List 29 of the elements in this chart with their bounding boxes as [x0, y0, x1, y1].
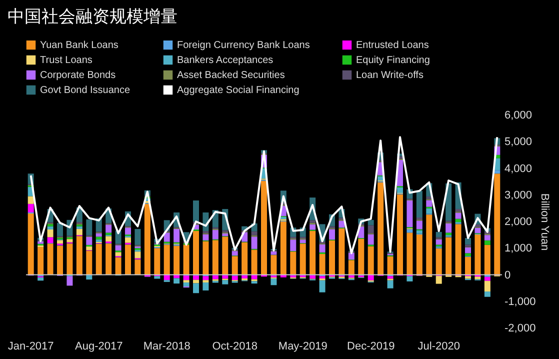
x-tick-label: Oct-2018: [212, 340, 258, 352]
x-tick-label: Jul-2020: [418, 340, 460, 352]
y-tick-label: 0: [504, 269, 511, 282]
y-tick-label: -1,000: [504, 296, 536, 308]
legend-label: Loan Write-offs: [356, 70, 424, 81]
x-tick-label: Mar-2018: [143, 340, 190, 352]
legend-label: Trust Loans: [40, 55, 92, 66]
legend-label: Aggregate Social Financing: [177, 85, 300, 96]
y-tick-label: -2,000: [504, 322, 536, 334]
x-tick-label: May-2019: [278, 340, 328, 352]
y-tick-label: 5,000: [504, 136, 532, 148]
y-tick-label: 3,000: [504, 189, 532, 202]
legend-label: Foreign Currency Bank Loans: [177, 40, 310, 52]
legend-label: Entrusted Loans: [356, 40, 429, 52]
legend-label: Yuan Bank Loans: [40, 40, 118, 52]
legend-label: Corporate Bonds: [40, 70, 116, 81]
legend-label: Asset Backed Securities: [177, 70, 285, 81]
legend-label: Govt Bond Issuance: [40, 85, 130, 96]
legend-label: Bankers Acceptances: [177, 55, 274, 66]
chart-title: 中国社会融资规模增量: [7, 7, 178, 26]
y-tick-label: 6,000: [504, 110, 532, 122]
x-tick-label: Dec-2019: [347, 340, 395, 352]
y-tick-label: 1,000: [504, 242, 532, 255]
x-tick-label: Aug-2017: [75, 340, 123, 352]
y-tick-label: 2,000: [504, 216, 532, 228]
y-axis-title: Billion Yuan: [538, 193, 551, 251]
y-tick-label: 4,000: [504, 162, 532, 175]
legend-label: Equity Financing: [356, 55, 430, 66]
x-tick-label: Jan-2017: [8, 340, 54, 352]
